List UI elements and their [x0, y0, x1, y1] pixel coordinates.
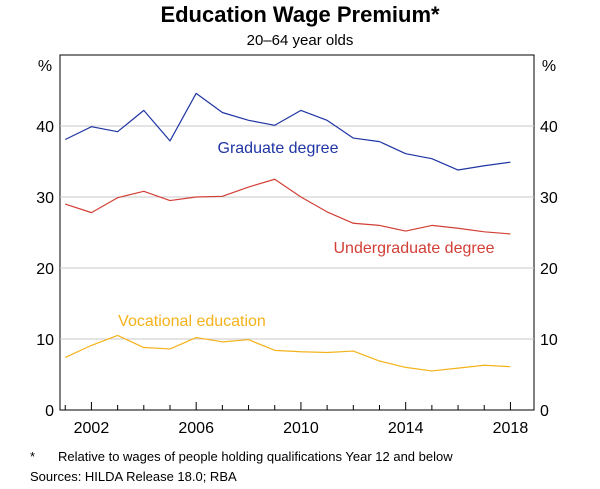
y-tick-label-right-30: 30: [540, 190, 558, 207]
y-tick-label-left-40: 40: [36, 119, 54, 136]
y-tick-label-right-10: 10: [540, 332, 558, 349]
series-line-vocational-education: [64, 334, 511, 372]
y-unit-left: %: [38, 58, 52, 75]
y-tick-label-left-30: 30: [36, 190, 54, 207]
y-tick-label-right-40: 40: [540, 119, 558, 136]
gridlines: [60, 125, 534, 340]
x-tick-label-2002: 2002: [74, 420, 110, 437]
footnote-marker: *: [30, 449, 36, 464]
x-tick-label-2018: 2018: [493, 420, 529, 437]
y-axis-right: 0 10 20 30 40: [540, 119, 558, 420]
series-line-undergraduate-degree: [65, 178, 511, 235]
x-axis: 2002 2006 2010 2014 2018: [74, 420, 529, 437]
x-tick-label-2014: 2014: [388, 420, 424, 437]
y-tick-label-left-20: 20: [36, 261, 54, 278]
series-label-graduate-degree: Graduate degree: [218, 140, 339, 157]
footnote: * Relative to wages of people holding qua…: [30, 449, 453, 464]
x-tick-label-2006: 2006: [178, 420, 214, 437]
y-axis-left: 0 10 20 30 40: [36, 119, 54, 420]
y-tick-label-right-20: 20: [540, 261, 558, 278]
chart-title: Education Wage Premium*: [160, 2, 440, 27]
sources-note: Sources: HILDA Release 18.0; RBA: [30, 469, 237, 484]
y-tick-label-right-0: 0: [540, 403, 549, 420]
series-line-graduate-degree: [64, 92, 511, 171]
axis-ticks: [64, 402, 511, 410]
y-tick-label-left-0: 0: [45, 403, 54, 420]
x-tick-label-2010: 2010: [283, 420, 319, 437]
plot-frame: [59, 54, 535, 411]
series-label-vocational-education: Vocational education: [118, 313, 266, 330]
series-lines: [64, 92, 511, 372]
chart-subtitle: 20–64 year olds: [246, 32, 354, 49]
y-unit-right: %: [542, 58, 556, 75]
footnote-text: Relative to wages of people holding qual…: [58, 449, 453, 464]
y-tick-label-left-10: 10: [36, 332, 54, 349]
series-label-undergraduate-degree: Undergraduate degree: [333, 240, 494, 257]
